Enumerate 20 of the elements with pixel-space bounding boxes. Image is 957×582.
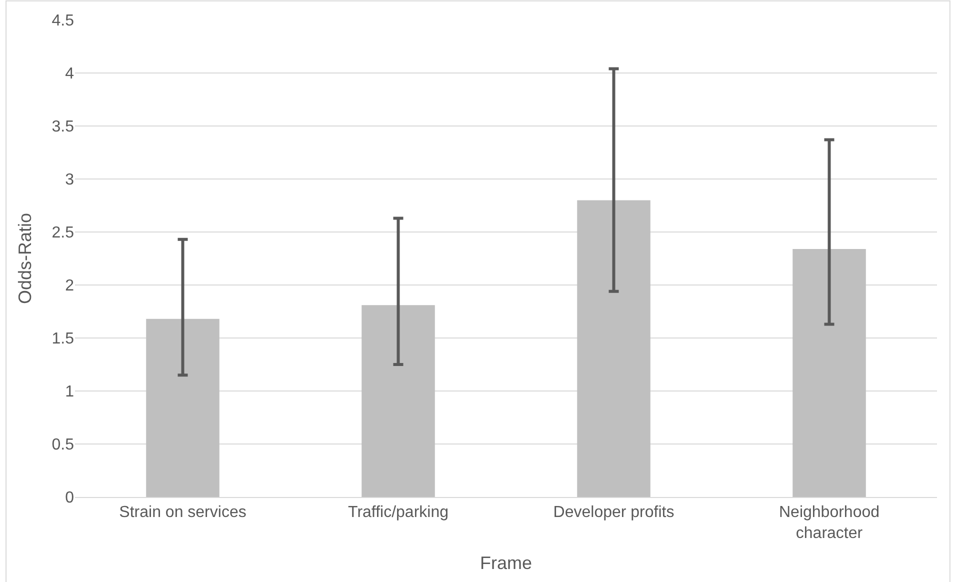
y-tick-label: 0	[65, 490, 74, 507]
x-tick-label: Strain on services	[119, 504, 246, 522]
y-tick-label: 3.5	[52, 118, 74, 136]
bar	[792, 248, 866, 497]
x-tick-label: Traffic/parking	[348, 504, 448, 522]
y-tick-label: 0.5	[52, 436, 74, 454]
bar	[577, 200, 650, 497]
y-tick-label: 3	[65, 172, 74, 189]
x-tick-label: Neighborhood character	[778, 504, 880, 542]
x-axis-title: Frame	[480, 553, 532, 574]
x-tick-label: Developer profits	[553, 504, 674, 522]
y-axis-title: Odds-Ratio	[14, 212, 35, 304]
y-tick-label: 1.5	[52, 330, 74, 348]
y-tick-label: 2.5	[52, 224, 74, 242]
bar	[146, 318, 220, 497]
y-tick-label: 2	[65, 278, 74, 295]
y-tick-label: 4.5	[52, 12, 74, 30]
bar	[362, 305, 435, 497]
y-tick-label: 4	[65, 66, 74, 83]
y-tick-label: 1	[65, 384, 74, 401]
